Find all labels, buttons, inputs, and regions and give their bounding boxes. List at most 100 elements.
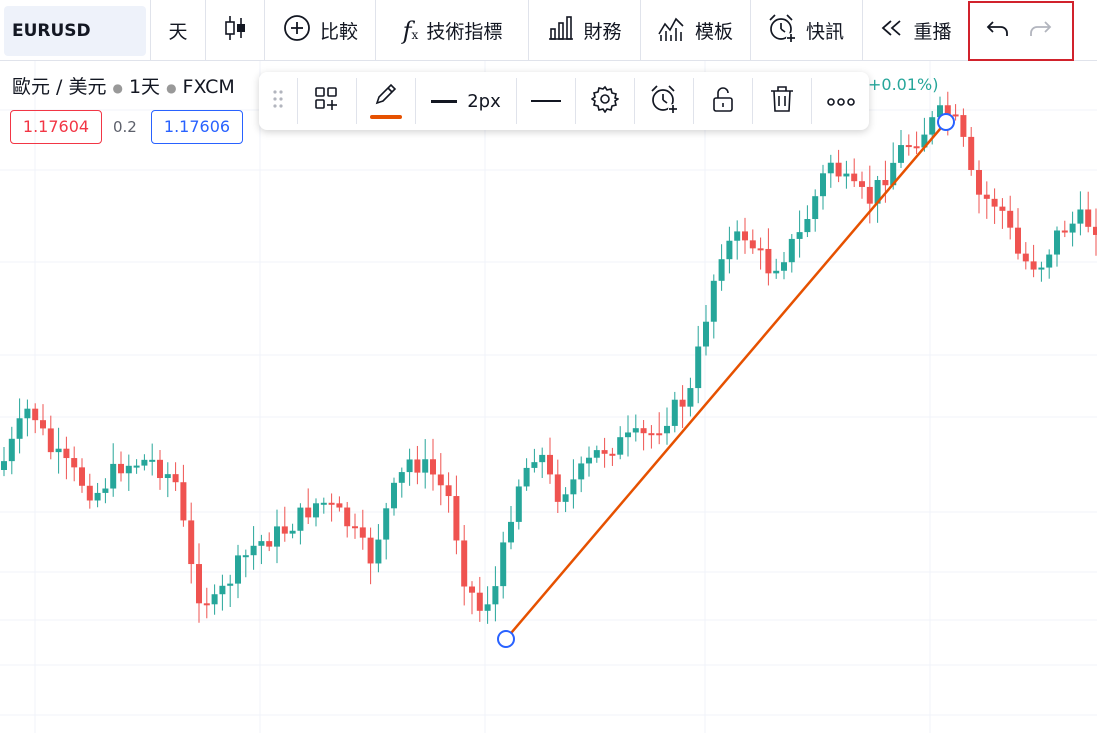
candle-body: [102, 488, 109, 493]
candle-body: [648, 433, 655, 436]
undo-icon: [986, 18, 1010, 43]
candle-body: [898, 145, 904, 163]
candle-body: [180, 482, 187, 521]
line-color-button[interactable]: [357, 72, 415, 130]
candle-body: [500, 542, 507, 587]
candle-body: [188, 520, 195, 565]
candle-body: [79, 467, 85, 486]
divider: [356, 78, 357, 124]
add-alert-button[interactable]: [635, 72, 693, 130]
candle-body: [1077, 209, 1084, 224]
candle-body: [531, 462, 538, 468]
chart-type-button[interactable]: [206, 0, 264, 61]
candle-body: [422, 459, 429, 473]
candle-body: [913, 146, 920, 149]
candle-body: [281, 526, 288, 534]
line-width-label: 2px: [467, 90, 501, 112]
divider: [415, 78, 416, 124]
trend-line-handle-end: [937, 113, 955, 131]
candle-body: [921, 134, 928, 148]
candle-body: [749, 240, 756, 249]
add-to-favorites-button[interactable]: [298, 72, 356, 130]
candle-body: [383, 508, 390, 540]
candle-body: [1093, 226, 1097, 235]
candle-body: [86, 485, 93, 501]
financials-button[interactable]: 財務: [532, 0, 637, 61]
candle-body: [1046, 254, 1053, 268]
undo-redo-highlight: [968, 1, 1074, 61]
delete-button[interactable]: [753, 72, 811, 130]
color-swatch: [370, 115, 402, 119]
grid-add-icon: [314, 86, 340, 116]
candle-body: [305, 507, 312, 518]
candle-body: [219, 585, 226, 595]
toolbar-divider: [528, 0, 529, 61]
candle-body: [274, 526, 280, 547]
candle-body: [609, 453, 616, 456]
candle-body: [703, 321, 709, 347]
candle-body: [788, 238, 795, 263]
toolbar-divider: [150, 0, 151, 61]
candle-body: [726, 240, 733, 260]
candle-body: [1085, 209, 1092, 227]
candle-body: [196, 564, 202, 604]
symbol-search-button[interactable]: EURUSD: [4, 6, 146, 56]
alerts-button[interactable]: 快訊: [755, 0, 855, 61]
candle-body: [157, 459, 163, 479]
line-style-button[interactable]: [517, 72, 575, 130]
lock-button[interactable]: [694, 72, 752, 130]
candle-body: [391, 482, 397, 509]
interval-button[interactable]: 天: [151, 0, 205, 61]
drawing-toolbar: 2px: [259, 72, 869, 130]
candle-body: [453, 496, 460, 541]
candle-body: [437, 474, 444, 486]
trash-icon: [769, 85, 795, 117]
replay-button[interactable]: 重播: [868, 0, 963, 61]
candle-body: [687, 388, 694, 407]
candle-body: [1061, 230, 1068, 233]
sell-button[interactable]: 1.17604: [10, 110, 102, 144]
candle-body: [640, 428, 647, 434]
candle-body: [523, 467, 530, 487]
candle-body: [367, 537, 374, 564]
candle-body: [297, 507, 304, 531]
divider: [634, 78, 635, 124]
redo-button[interactable]: [1020, 0, 1060, 61]
candle-body: [32, 408, 39, 421]
line-width-button[interactable]: 2px: [416, 72, 516, 130]
alarm-clock-icon: [766, 12, 798, 49]
templates-button[interactable]: 模板: [645, 0, 745, 61]
candle-body: [835, 162, 842, 177]
more-button[interactable]: [812, 72, 869, 130]
candle-body: [866, 186, 873, 204]
divider: [297, 78, 298, 124]
candle-body: [375, 539, 382, 564]
candle-body: [149, 459, 156, 462]
candle-body: [812, 196, 819, 220]
indicators-button[interactable]: fx 技術指標: [380, 0, 525, 61]
candle-body: [851, 173, 858, 182]
compare-button[interactable]: 比較: [270, 0, 370, 61]
candle-body: [827, 162, 834, 174]
toolbar-divider: [640, 0, 641, 61]
price-chart[interactable]: [0, 61, 1097, 733]
line-style-icon: [531, 100, 561, 102]
candle-body: [625, 432, 631, 438]
candle-body: [983, 194, 990, 199]
candle-body: [671, 399, 678, 426]
more-dots-icon: [826, 92, 856, 111]
candle-body: [352, 526, 358, 529]
interval-label: 天: [168, 21, 188, 43]
candle-body: [742, 231, 748, 241]
candle-body: [757, 248, 764, 251]
settings-button[interactable]: [576, 72, 634, 130]
candle-body: [976, 170, 982, 195]
trend-line: [505, 121, 947, 640]
drag-handle[interactable]: [259, 72, 297, 130]
buy-button[interactable]: 1.17606: [151, 110, 243, 144]
candle-body: [469, 586, 475, 593]
candle-body: [1030, 261, 1037, 270]
candle-body: [937, 105, 943, 118]
candle-body: [71, 458, 78, 468]
undo-button[interactable]: [978, 0, 1018, 61]
